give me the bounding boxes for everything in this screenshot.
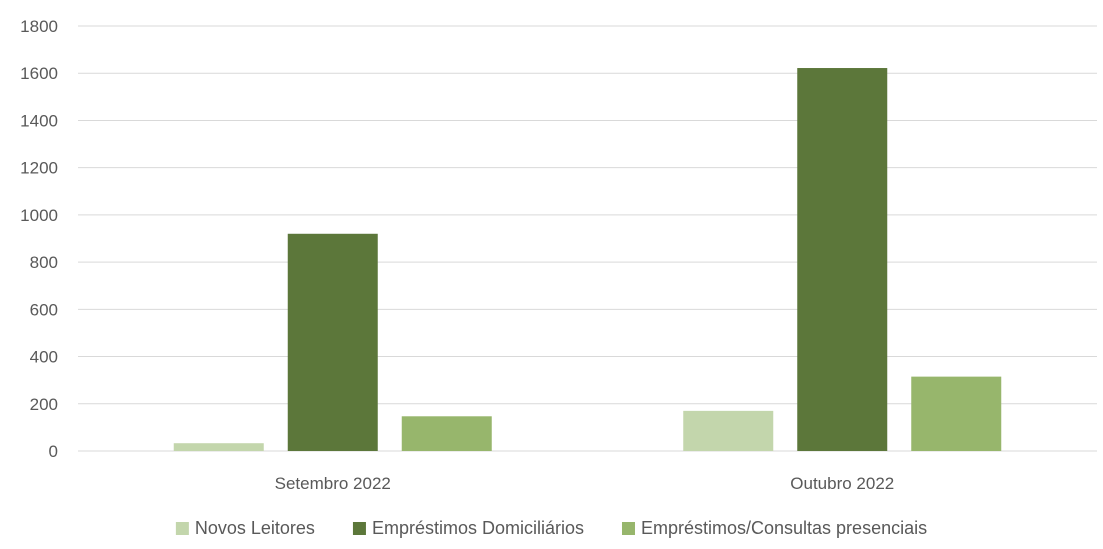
y-tick-label: 200 [30, 395, 58, 414]
y-tick-label: 1600 [20, 64, 58, 83]
y-tick-label: 1200 [20, 159, 58, 178]
legend-swatch [352, 522, 366, 535]
y-tick-label: 600 [30, 300, 58, 319]
bar-empr-stimos-consultas-presenciais-0 [401, 416, 492, 451]
legend-item: Novos Leitores [175, 518, 315, 538]
legend-label: Empréstimos/Consultas presenciais [641, 518, 927, 538]
bar-empr-stimos-domicili-rios-0 [287, 233, 378, 451]
bar-empr-stimos-domicili-rios-1 [797, 68, 888, 452]
legend-label: Empréstimos Domiciliários [372, 518, 584, 538]
y-tick-label: 800 [30, 253, 58, 272]
y-axis-ticks: 0 200 400 600 800 1000 1200 1400 1600 1800 [20, 17, 58, 461]
legend-swatch [621, 522, 635, 535]
y-tick-label: 0 [49, 442, 58, 461]
y-tick-label: 400 [30, 348, 58, 367]
x-category-label: Outubro 2022 [790, 474, 894, 493]
bar-empr-stimos-consultas-presenciais-1 [911, 376, 1002, 451]
legend-item: Empréstimos/Consultas presenciais [621, 518, 927, 538]
bar-novos-leitores-0 [173, 443, 264, 451]
legend-swatch [175, 522, 189, 535]
x-category-label: Setembro 2022 [275, 474, 391, 493]
legend-item: Empréstimos Domiciliários [352, 518, 584, 538]
y-tick-label: 1800 [20, 17, 58, 36]
y-tick-label: 1000 [20, 206, 58, 225]
grid-layer [78, 25, 1097, 452]
y-tick-label: 1400 [20, 111, 58, 130]
legend-label: Novos Leitores [195, 518, 315, 538]
bars [173, 68, 1002, 452]
x-axis-categories: Setembro 2022 Outubro 2022 [275, 474, 895, 493]
legend: Novos Leitores Empréstimos Domiciliários E… [175, 518, 927, 538]
bar-novos-leitores-1 [683, 410, 774, 451]
